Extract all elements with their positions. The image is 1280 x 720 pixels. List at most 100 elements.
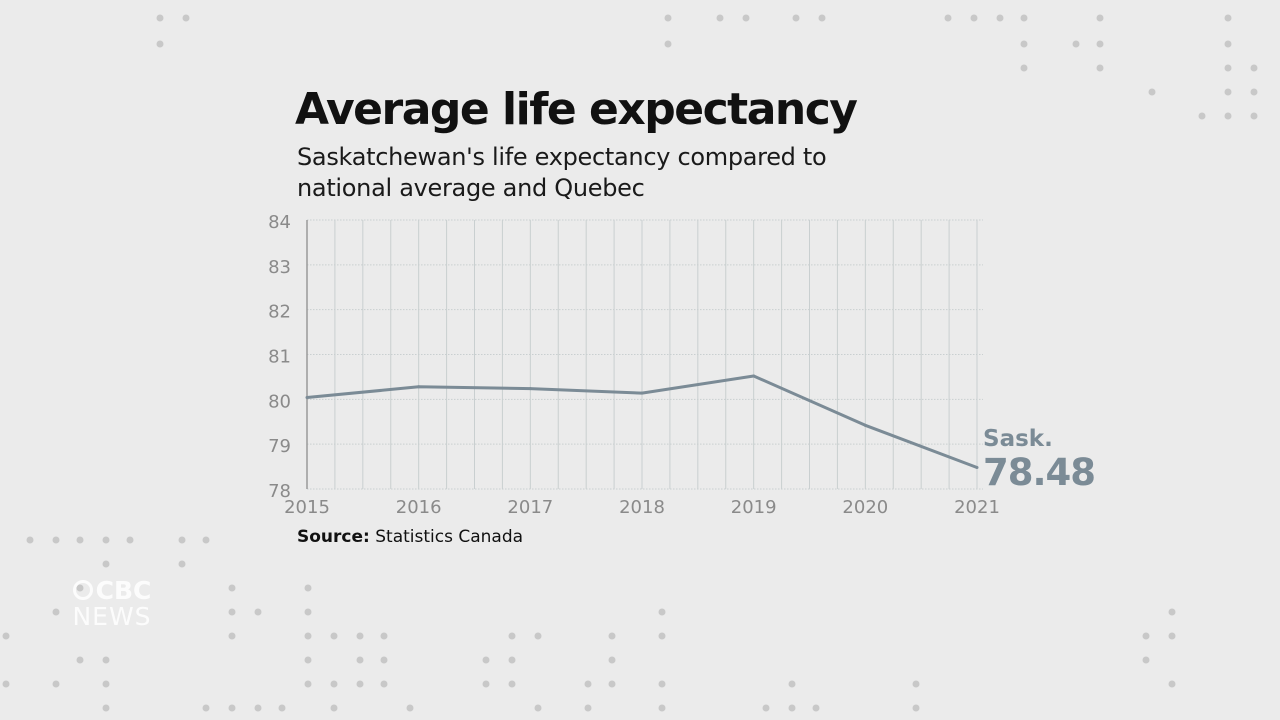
background-dot — [102, 560, 110, 568]
background-dot — [664, 14, 672, 22]
background-dot — [1224, 88, 1232, 96]
background-dot — [228, 632, 236, 640]
background-dot — [406, 704, 414, 712]
background-dot — [380, 656, 388, 664]
background-dot — [182, 14, 190, 22]
background-dot — [1020, 40, 1028, 48]
data-point — [752, 374, 756, 378]
background-dot — [1224, 14, 1232, 22]
background-dot — [534, 632, 542, 640]
background-dot — [178, 560, 186, 568]
background-dot — [380, 632, 388, 640]
background-dot — [912, 704, 920, 712]
background-dot — [304, 584, 312, 592]
background-dot — [228, 584, 236, 592]
background-dot — [1148, 88, 1156, 96]
x-tick-label: 2018 — [619, 497, 665, 518]
background-dot — [482, 680, 490, 688]
background-dot — [608, 632, 616, 640]
background-dot — [304, 656, 312, 664]
background-dot — [792, 14, 800, 22]
background-dot — [970, 14, 978, 22]
background-dot — [102, 536, 110, 544]
background-dot — [742, 14, 750, 22]
y-tick-label: 82 — [268, 302, 291, 323]
logo-line2: NEWS — [72, 602, 152, 631]
source-note: Source: Statistics Canada — [297, 527, 523, 547]
background-dot — [304, 680, 312, 688]
background-dot — [508, 632, 516, 640]
x-tick-label: 2015 — [284, 497, 330, 518]
background-dot — [716, 14, 724, 22]
logo-line1: CBC — [95, 576, 152, 605]
x-tick-label: 2021 — [954, 497, 1000, 518]
background-dot — [944, 14, 952, 22]
background-dot — [788, 680, 796, 688]
source-label: Source: — [297, 527, 370, 547]
background-dot — [2, 632, 10, 640]
background-dot — [102, 656, 110, 664]
y-tick-label: 83 — [268, 257, 291, 278]
background-dot — [330, 632, 338, 640]
y-tick-label: 78 — [268, 481, 291, 502]
background-dot — [76, 656, 84, 664]
background-dot — [330, 680, 338, 688]
background-dot — [1168, 632, 1176, 640]
background-dot — [1096, 40, 1104, 48]
background-dot — [1250, 112, 1258, 120]
data-point — [528, 387, 532, 391]
background-dot — [818, 14, 826, 22]
background-dot — [1096, 64, 1104, 72]
background-dot — [1096, 14, 1104, 22]
background-dot — [76, 536, 84, 544]
background-dot — [52, 608, 60, 616]
data-point — [640, 391, 644, 395]
background-dot — [1142, 632, 1150, 640]
background-dot — [2, 680, 10, 688]
x-tick-label: 2017 — [507, 497, 553, 518]
background-dot — [156, 40, 164, 48]
x-tick-label: 2019 — [731, 497, 777, 518]
background-dot — [52, 680, 60, 688]
background-dot — [1168, 608, 1176, 616]
background-dot — [508, 680, 516, 688]
y-tick-label: 79 — [268, 436, 291, 457]
background-dot — [1020, 64, 1028, 72]
background-dot — [812, 704, 820, 712]
source-text: Statistics Canada — [375, 527, 524, 547]
y-tick-label: 84 — [268, 212, 291, 233]
background-dot — [1168, 680, 1176, 688]
background-dot — [228, 704, 236, 712]
cbc-news-logo: CBC NEWS — [64, 578, 160, 630]
background-dot — [254, 608, 262, 616]
data-point — [863, 423, 867, 427]
background-dot — [304, 632, 312, 640]
chart-grid — [306, 219, 983, 490]
x-tick-label: 2020 — [842, 497, 888, 518]
background-dot — [156, 14, 164, 22]
background-dot — [664, 40, 672, 48]
background-dot — [126, 536, 134, 544]
data-point — [975, 465, 979, 469]
background-dot — [278, 704, 286, 712]
background-dot — [1020, 14, 1028, 22]
data-point — [417, 385, 421, 389]
y-tick-label: 81 — [268, 347, 291, 368]
background-dot — [762, 704, 770, 712]
series-label: Sask. — [983, 426, 1053, 452]
background-dot — [788, 704, 796, 712]
background-dot — [202, 704, 210, 712]
cbc-gem-icon — [72, 580, 93, 600]
background-dot — [52, 536, 60, 544]
background-dot — [26, 536, 34, 544]
background-dot — [584, 704, 592, 712]
background-dot — [330, 704, 338, 712]
background-dot — [1224, 40, 1232, 48]
background-dot — [102, 704, 110, 712]
background-dot — [254, 704, 262, 712]
background-dot — [102, 680, 110, 688]
chart-title: Average life expectancy — [295, 84, 858, 135]
y-tick-label: 80 — [268, 391, 291, 412]
background-dot — [608, 656, 616, 664]
